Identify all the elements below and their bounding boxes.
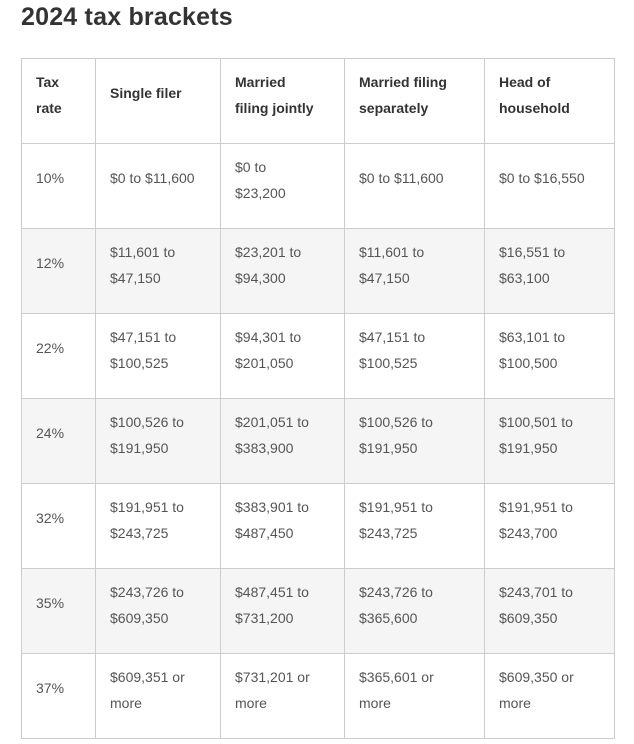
table-row: 10% $0 to $11,600 $0 to $23,200 $0 to $11…	[21, 143, 615, 229]
cell-head: $191,951 to $243,700	[484, 483, 615, 569]
cell-separate: $100,526 to $191,950	[344, 398, 485, 484]
cell-head: $100,501 to $191,950	[484, 398, 615, 484]
table-row: 24% $100,526 to $191,950 $201,051 to $383,…	[21, 398, 615, 484]
cell-separate: $0 to $11,600	[344, 143, 485, 229]
cell-joint: $487,451 to $731,200	[220, 568, 345, 654]
cell-separate: $365,601 or more	[344, 653, 485, 739]
table-row: 32% $191,951 to $243,725 $383,901 to $487,…	[21, 483, 615, 569]
cell-single: $11,601 to $47,150	[95, 228, 221, 314]
page-title: 2024 tax brackets	[21, 3, 233, 31]
tax-brackets-table: Tax rate Single filer Married filing joi…	[21, 58, 615, 739]
header-tax-rate: Tax rate	[21, 58, 96, 144]
cell-joint: $94,301 to $201,050	[220, 313, 345, 399]
cell-joint: $201,051 to $383,900	[220, 398, 345, 484]
cell-joint: $383,901 to $487,450	[220, 483, 345, 569]
cell-head: $63,101 to $100,500	[484, 313, 615, 399]
cell-separate: $191,951 to $243,725	[344, 483, 485, 569]
cell-tax-rate: 10%	[21, 143, 96, 229]
cell-tax-rate: 24%	[21, 398, 96, 484]
table-row: 12% $11,601 to $47,150 $23,201 to $94,300 …	[21, 228, 615, 314]
header-head-of-household: Head of household	[484, 58, 615, 144]
cell-single: $47,151 to $100,525	[95, 313, 221, 399]
cell-separate: $11,601 to $47,150	[344, 228, 485, 314]
cell-single: $609,351 or more	[95, 653, 221, 739]
table-row: 35% $243,726 to $609,350 $487,451 to $731,…	[21, 568, 615, 654]
cell-separate: $243,726 to $365,600	[344, 568, 485, 654]
cell-head: $609,350 or more	[484, 653, 615, 739]
cell-separate: $47,151 to $100,525	[344, 313, 485, 399]
cell-joint: $23,201 to $94,300	[220, 228, 345, 314]
table-row: 37% $609,351 or more $731,201 or more $365…	[21, 653, 615, 739]
cell-tax-rate: 12%	[21, 228, 96, 314]
cell-single: $243,726 to $609,350	[95, 568, 221, 654]
header-married-jointly: Married filing jointly	[220, 58, 345, 144]
table-header-row: Tax rate Single filer Married filing joi…	[21, 58, 615, 144]
cell-head: $243,701 to $609,350	[484, 568, 615, 654]
table-row: 22% $47,151 to $100,525 $94,301 to $201,05…	[21, 313, 615, 399]
cell-tax-rate: 22%	[21, 313, 96, 399]
header-married-separately: Married filing separately	[344, 58, 485, 144]
cell-tax-rate: 35%	[21, 568, 96, 654]
cell-head: $16,551 to $63,100	[484, 228, 615, 314]
cell-single: $0 to $11,600	[95, 143, 221, 229]
header-single-filer: Single filer	[95, 58, 221, 144]
cell-single: $100,526 to $191,950	[95, 398, 221, 484]
cell-joint: $0 to $23,200	[220, 143, 345, 229]
cell-tax-rate: 32%	[21, 483, 96, 569]
cell-head: $0 to $16,550	[484, 143, 615, 229]
cell-single: $191,951 to $243,725	[95, 483, 221, 569]
cell-tax-rate: 37%	[21, 653, 96, 739]
cell-joint: $731,201 or more	[220, 653, 345, 739]
